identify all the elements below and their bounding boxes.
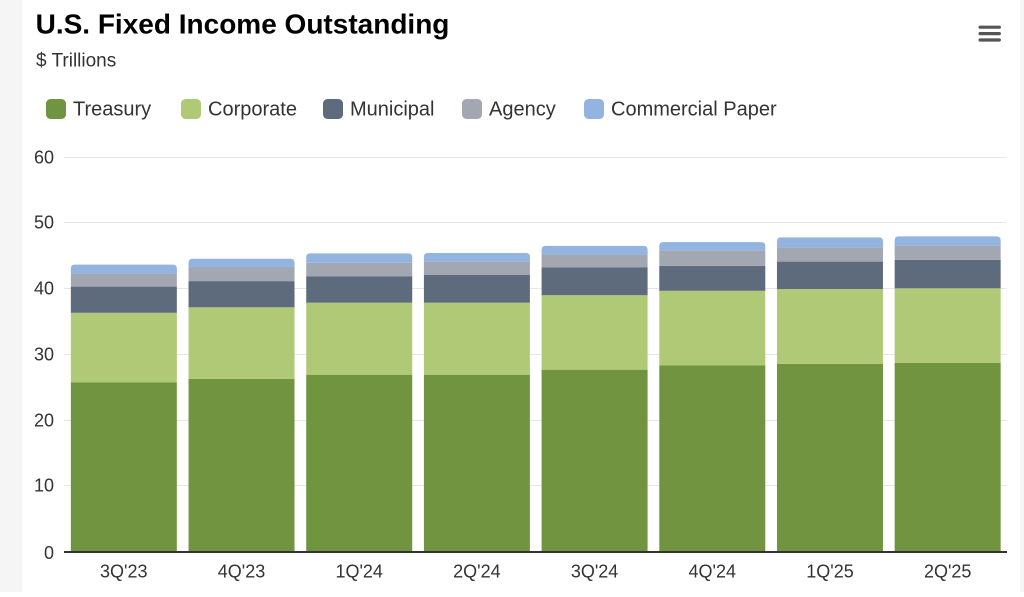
svg-text:1Q'24: 1Q'24: [335, 561, 382, 581]
svg-text:$ Trillions: $ Trillions: [36, 51, 116, 72]
svg-text:Commercial Paper: Commercial Paper: [611, 99, 777, 121]
svg-text:10: 10: [34, 476, 54, 496]
svg-text:Corporate: Corporate: [208, 99, 297, 121]
svg-text:50: 50: [34, 213, 54, 233]
svg-text:4Q'24: 4Q'24: [689, 561, 736, 581]
svg-text:20: 20: [34, 411, 54, 431]
svg-text:2Q'24: 2Q'24: [453, 561, 500, 581]
svg-text:30: 30: [34, 345, 54, 365]
svg-text:4Q'23: 4Q'23: [218, 561, 265, 581]
svg-text:3Q'24: 3Q'24: [571, 561, 618, 581]
svg-text:1Q'25: 1Q'25: [806, 561, 853, 581]
svg-text:40: 40: [34, 279, 54, 299]
svg-text:Municipal: Municipal: [350, 99, 434, 121]
svg-text:Treasury: Treasury: [73, 99, 151, 121]
svg-text:0: 0: [44, 543, 54, 563]
svg-text:3Q'23: 3Q'23: [100, 561, 147, 581]
svg-text:2Q'25: 2Q'25: [924, 561, 971, 581]
svg-text:Agency: Agency: [489, 99, 556, 121]
svg-text:60: 60: [34, 148, 54, 168]
svg-text:U.S. Fixed Income Outstanding: U.S. Fixed Income Outstanding: [36, 9, 450, 40]
